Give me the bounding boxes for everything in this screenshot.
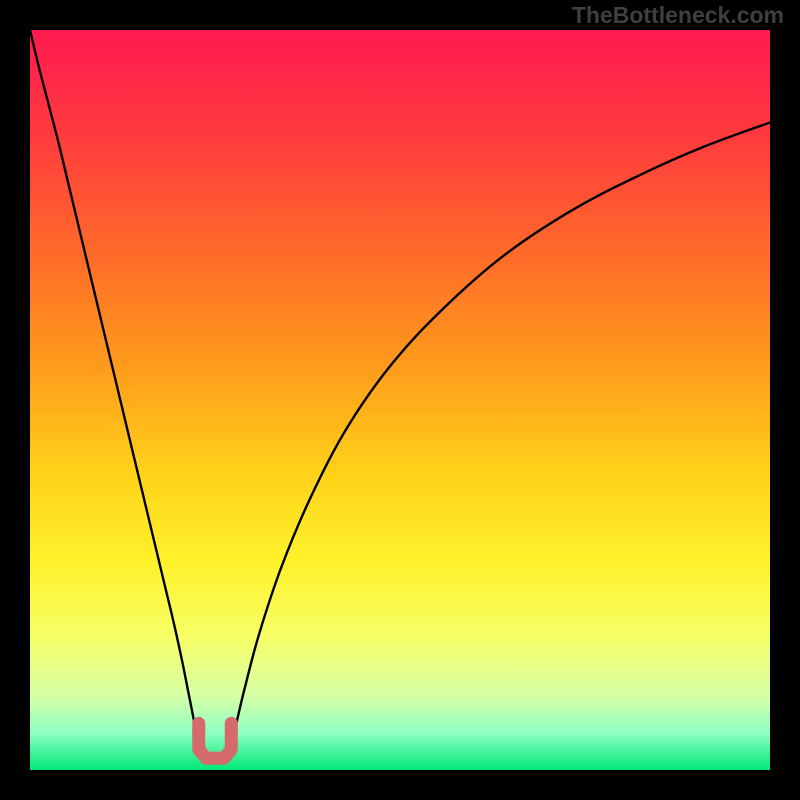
chart-frame: TheBottleneck.com xyxy=(0,0,800,800)
watermark-text: TheBottleneck.com xyxy=(572,2,784,29)
gradient-background xyxy=(30,30,770,770)
plot-area xyxy=(30,30,770,770)
